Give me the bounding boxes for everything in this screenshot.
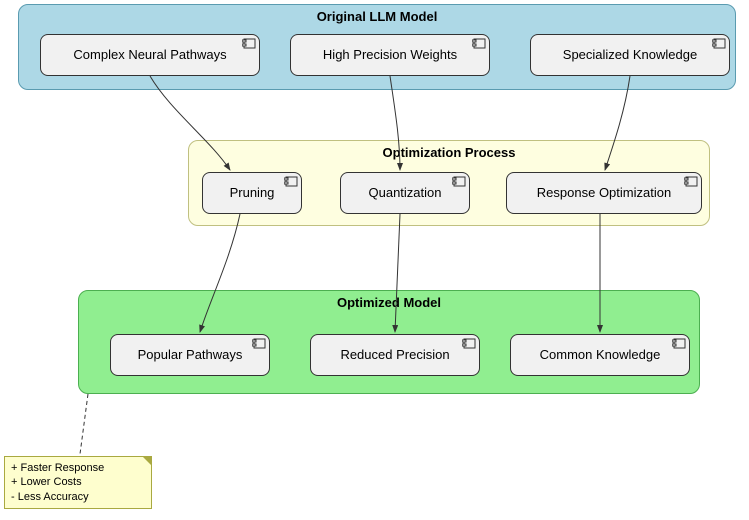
component-common-knowledge: Common Knowledge [510,334,690,376]
component-icon [242,38,256,49]
component-icon [252,338,266,349]
component-label: Specialized Knowledge [563,47,697,62]
component-label: Popular Pathways [138,347,243,362]
component-reduced-precision: Reduced Precision [310,334,480,376]
component-high-precision-weights: High Precision Weights [290,34,490,76]
component-label: Quantization [369,185,442,200]
component-icon [712,38,726,49]
component-response-optimization: Response Optimization [506,172,702,214]
component-icon [672,338,686,349]
note-line: + Faster Response [11,461,145,475]
component-icon [284,176,298,187]
note-tradeoffs: + Faster Response + Lower Costs - Less A… [4,456,152,509]
note-line: + Lower Costs [11,475,145,489]
group-title: Optimization Process [383,145,516,160]
component-specialized-knowledge: Specialized Knowledge [530,34,730,76]
component-icon [452,176,466,187]
component-icon [472,38,486,49]
component-label: Response Optimization [537,185,671,200]
component-complex-neural-pathways: Complex Neural Pathways [40,34,260,76]
note-line: - Less Accuracy [11,490,145,504]
component-label: Pruning [230,185,275,200]
group-title: Original LLM Model [317,9,438,24]
component-label: Complex Neural Pathways [73,47,226,62]
component-label: Common Knowledge [540,347,661,362]
component-pruning: Pruning [202,172,302,214]
component-label: Reduced Precision [340,347,449,362]
component-popular-pathways: Popular Pathways [110,334,270,376]
component-icon [684,176,698,187]
component-quantization: Quantization [340,172,470,214]
edge-dashed [80,394,88,454]
component-label: High Precision Weights [323,47,457,62]
component-icon [462,338,476,349]
group-title: Optimized Model [337,295,441,310]
